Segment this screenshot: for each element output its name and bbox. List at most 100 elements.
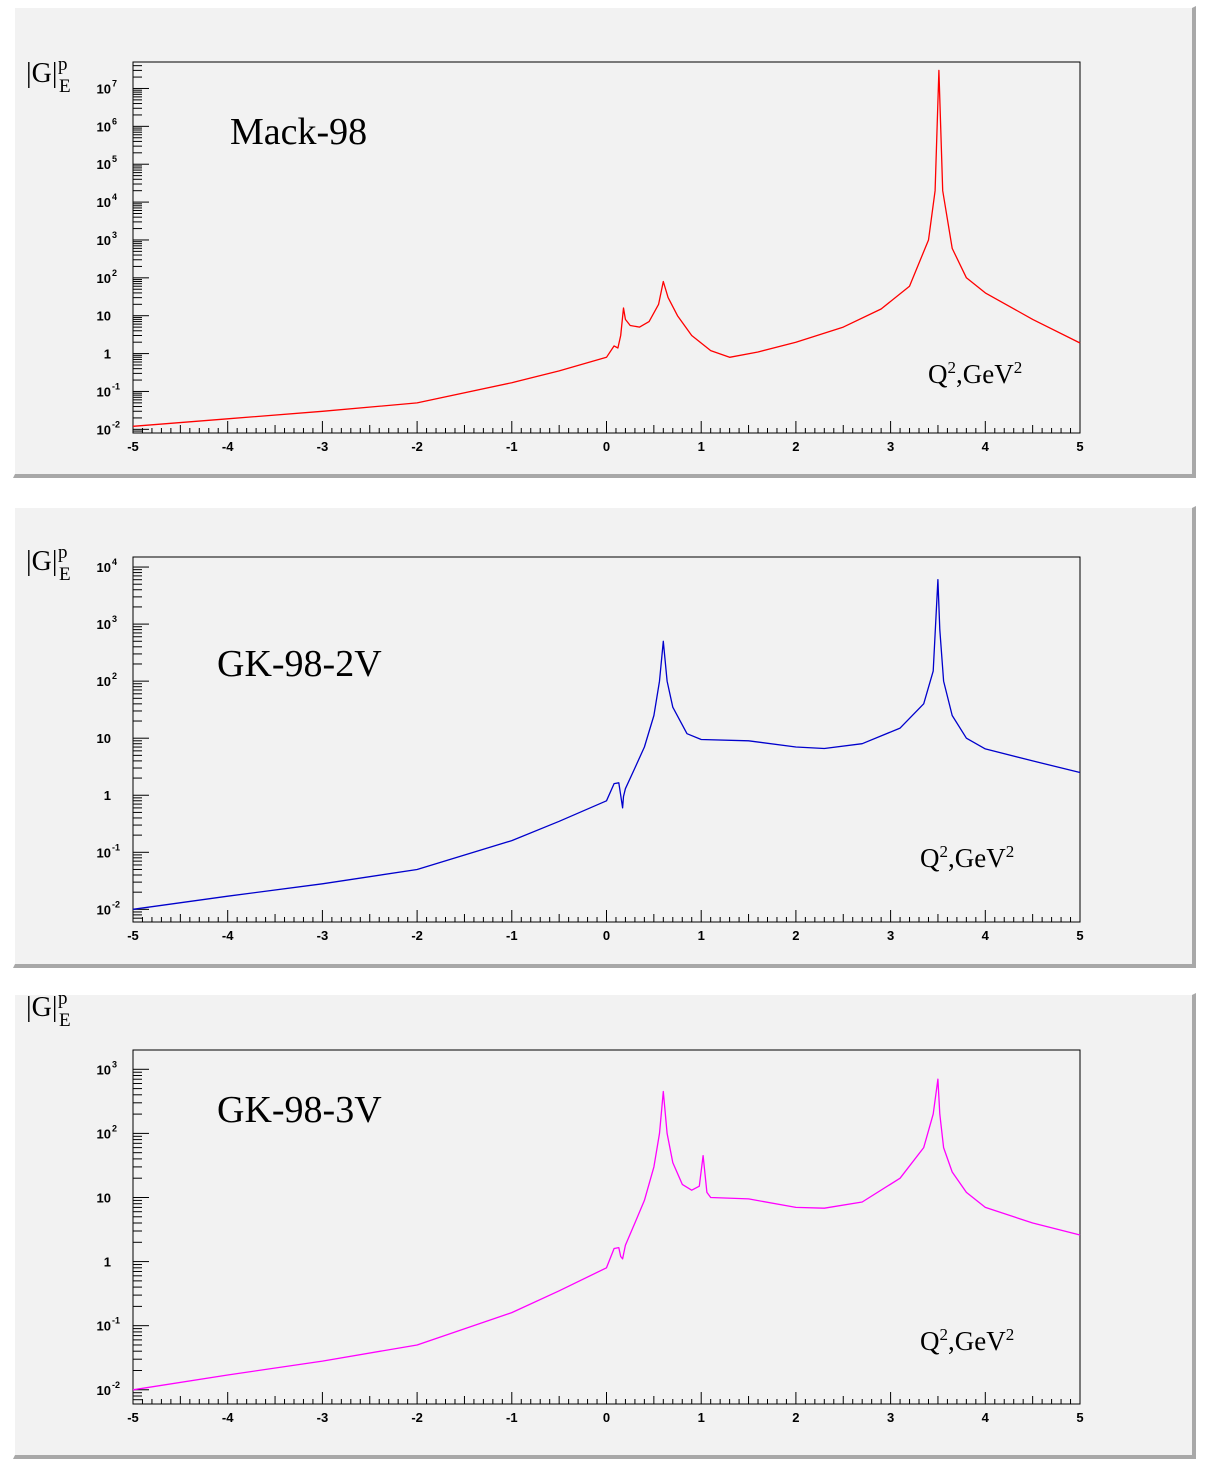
y-tick-label: 10 [97, 1062, 111, 1077]
y-tick-label: 10 [97, 157, 111, 172]
y-tick-label: 10 [97, 1126, 111, 1141]
x-axis-label: Q2,GeV2 [920, 842, 1014, 874]
x-axis-label-sup1: 2 [939, 842, 949, 861]
x-axis-label-sup1: 2 [947, 358, 957, 377]
x-tick-label: 4 [982, 1410, 990, 1425]
y-tick-label: 10 [97, 422, 111, 437]
y-axis-label-main: |G [26, 992, 52, 1023]
y-tick-label: 10 [97, 674, 111, 689]
y-tick-exponent: -1 [112, 381, 120, 391]
y-axis-label-sup: p [58, 542, 68, 563]
y-tick-label: 1 [104, 788, 111, 803]
x-tick-label: -2 [411, 928, 423, 943]
series-line [132, 579, 1081, 910]
chart-panel-gk-98-3v [13, 993, 1196, 1459]
x-tick-label: 2 [792, 439, 799, 454]
chart-panel-mack-98 [13, 6, 1196, 478]
y-tick-exponent: -1 [112, 1316, 120, 1326]
x-tick-label: -5 [127, 928, 139, 943]
y-tick-label: 10 [97, 902, 111, 917]
x-tick-label: -4 [222, 1410, 234, 1425]
y-axis-label: |G| p E [26, 988, 71, 1031]
y-tick-label: 10 [97, 1190, 111, 1205]
y-tick-exponent: -2 [112, 419, 120, 429]
x-tick-label: 5 [1076, 928, 1083, 943]
y-axis-label-sup: p [58, 54, 68, 75]
x-axis-label-sup1: 2 [939, 1325, 949, 1344]
y-tick-label: 10 [97, 617, 111, 632]
y-axis-label-bar: | [51, 58, 58, 89]
x-tick-label: -4 [222, 928, 234, 943]
y-tick-exponent: 3 [112, 230, 117, 240]
plot-frame [132, 1049, 1081, 1405]
x-tick-label: 3 [887, 928, 894, 943]
series-line [132, 1078, 1081, 1391]
chart-title: GK-98-2V [217, 643, 382, 685]
y-tick-label: 10 [97, 384, 111, 399]
x-tick-label: -1 [506, 1410, 518, 1425]
x-axis-label-sup2: 2 [1005, 842, 1015, 861]
x-tick-label: 3 [887, 1410, 894, 1425]
y-tick-exponent: 2 [112, 268, 117, 278]
x-tick-label: 4 [982, 439, 990, 454]
x-tick-label: -3 [317, 928, 329, 943]
x-tick-label: 5 [1076, 1410, 1083, 1425]
y-tick-exponent: 2 [112, 671, 117, 681]
y-tick-exponent: 4 [112, 557, 117, 567]
x-tick-label: 1 [698, 1410, 705, 1425]
y-tick-label: 10 [97, 1383, 111, 1398]
x-tick-label: 2 [792, 928, 799, 943]
y-tick-label: 10 [97, 271, 111, 286]
y-tick-label: 10 [97, 233, 111, 248]
chart-title: GK-98-3V [217, 1089, 382, 1131]
y-tick-exponent: 2 [112, 1123, 117, 1133]
x-tick-label: -2 [411, 1410, 423, 1425]
plot-frame [132, 556, 1081, 923]
y-axis-label-sub: E [59, 76, 71, 97]
y-tick-exponent: 6 [112, 116, 117, 126]
y-tick-exponent: -2 [112, 1380, 120, 1390]
x-tick-label: -1 [506, 928, 518, 943]
x-axis-label-unit: ,GeV [956, 359, 1014, 389]
x-axis-label-q: Q [920, 1326, 940, 1356]
y-axis-label-main: |G [26, 546, 52, 577]
x-tick-label: -4 [222, 439, 234, 454]
x-axis-label-sup2: 2 [1013, 358, 1023, 377]
x-tick-label: 3 [887, 439, 894, 454]
y-axis-label-sub: E [59, 1010, 71, 1031]
x-tick-label: 1 [698, 928, 705, 943]
y-axis-label: |G| p E [26, 54, 71, 97]
y-axis-label-bar: | [51, 546, 58, 577]
y-tick-exponent: -1 [112, 842, 120, 852]
x-tick-label: 0 [603, 928, 610, 943]
x-tick-label: 4 [982, 928, 990, 943]
x-axis-label-q: Q [928, 359, 948, 389]
x-tick-label: -3 [317, 1410, 329, 1425]
x-tick-label: 1 [698, 439, 705, 454]
series-line [132, 69, 1081, 427]
x-tick-label: 0 [603, 1410, 610, 1425]
chart-panel-gk-98-2v [13, 506, 1196, 968]
y-axis-label-bar: | [51, 992, 58, 1023]
y-axis-label-sup: p [58, 988, 68, 1009]
y-tick-label: 10 [97, 81, 111, 96]
x-axis-label: Q2,GeV2 [928, 358, 1022, 390]
x-tick-label: -2 [411, 439, 423, 454]
y-tick-label: 10 [97, 845, 111, 860]
x-tick-label: -3 [317, 439, 329, 454]
x-tick-label: -5 [127, 439, 139, 454]
x-tick-label: -1 [506, 439, 518, 454]
chart-title: Mack-98 [230, 111, 368, 153]
y-tick-exponent: 7 [112, 78, 117, 88]
y-axis-label-sub: E [59, 564, 71, 585]
x-axis-label-unit: ,GeV [948, 1326, 1006, 1356]
y-tick-exponent: 4 [112, 192, 117, 202]
y-axis-label: |G| p E [26, 542, 71, 585]
x-axis-label-q: Q [920, 843, 940, 873]
y-axis-label-main: |G [26, 58, 52, 89]
y-tick-exponent: 5 [112, 154, 117, 164]
y-tick-label: 10 [97, 560, 111, 575]
y-tick-exponent: -2 [112, 899, 120, 909]
x-tick-label: 5 [1076, 439, 1083, 454]
